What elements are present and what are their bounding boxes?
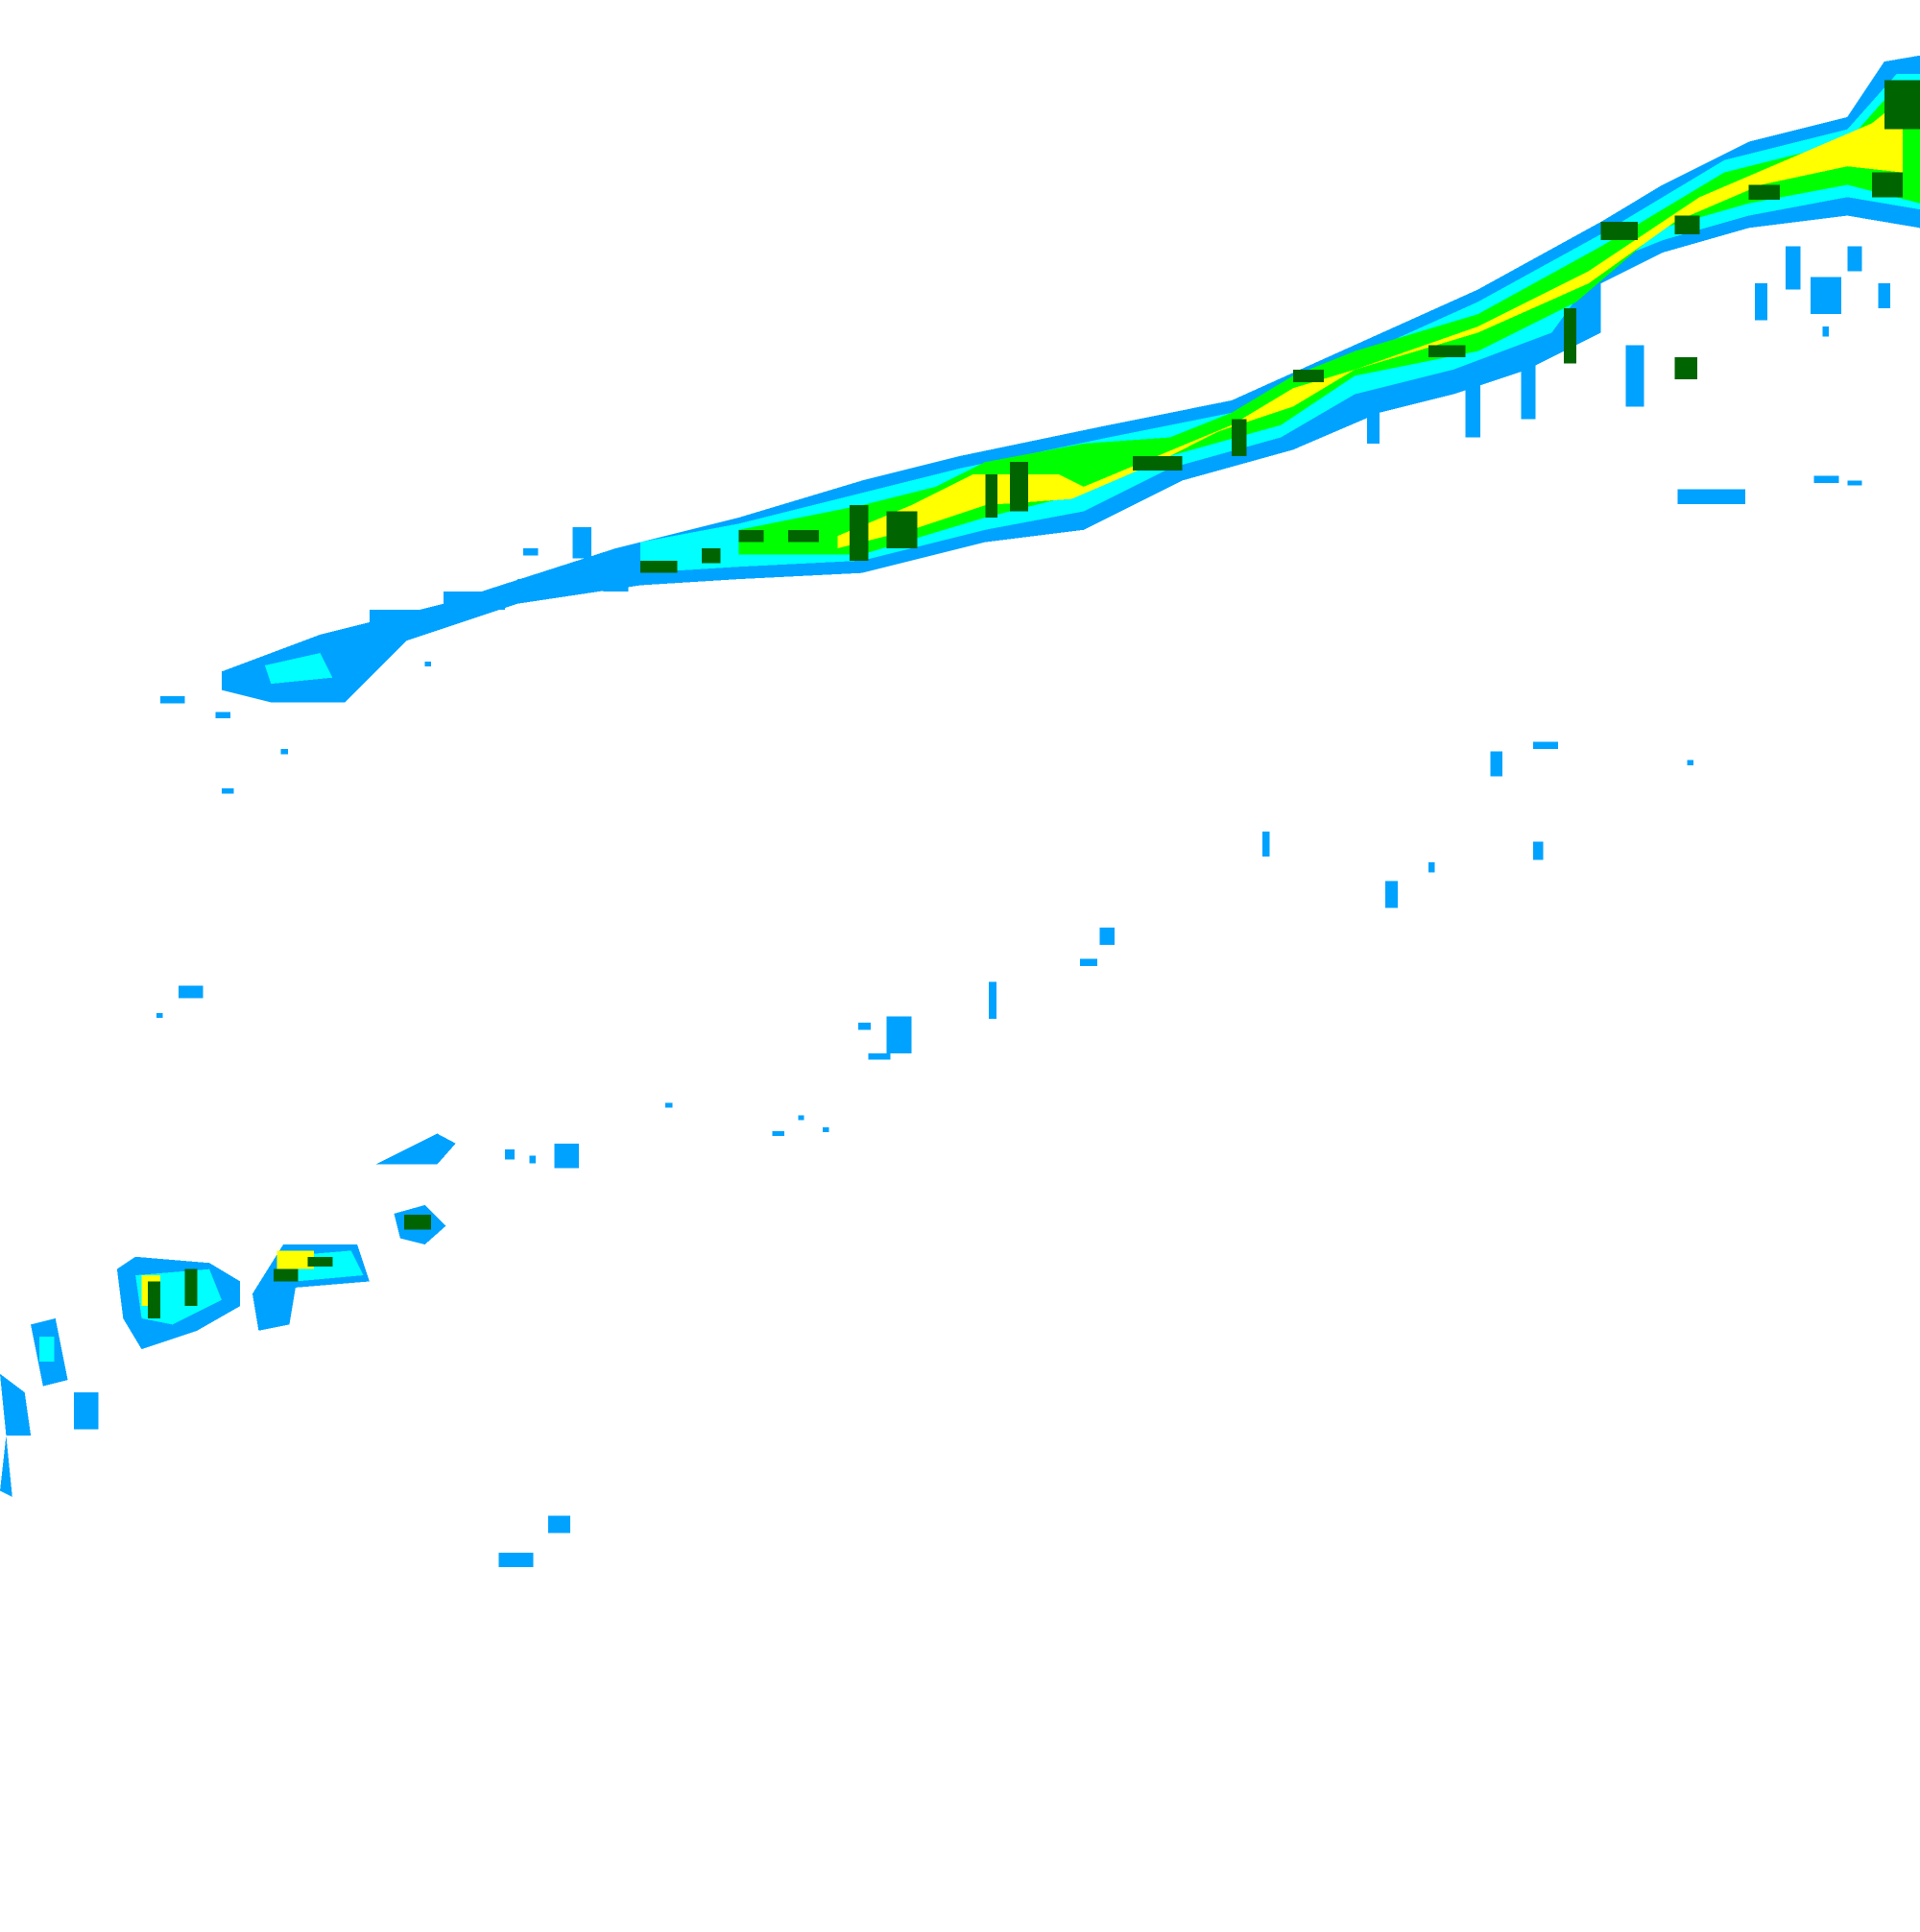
precipitation-echo bbox=[858, 1023, 871, 1030]
precipitation-echo bbox=[369, 610, 444, 629]
precipitation-echo bbox=[523, 548, 539, 556]
precipitation-echo bbox=[1533, 841, 1544, 860]
precipitation-echo bbox=[179, 985, 204, 999]
precipitation-echo bbox=[424, 662, 432, 667]
precipitation-echo bbox=[1822, 326, 1830, 337]
precipitation-echo bbox=[1080, 958, 1098, 966]
precipitation-echo bbox=[554, 1143, 579, 1169]
band-very-heavy-echo bbox=[837, 98, 1904, 549]
precipitation-echo bbox=[221, 788, 234, 794]
precipitation-echo bbox=[989, 981, 996, 1020]
precipitation-echo bbox=[1878, 283, 1891, 308]
precipitation-echo bbox=[547, 1515, 570, 1534]
precipitation-echo bbox=[1366, 406, 1380, 444]
precipitation-echo bbox=[1533, 741, 1558, 750]
precipitation-echo bbox=[504, 1149, 516, 1160]
precipitation-echo bbox=[868, 1053, 891, 1060]
precipitation-echo bbox=[215, 712, 230, 719]
precipitation-echo bbox=[1687, 760, 1693, 765]
precipitation-echo bbox=[529, 1155, 537, 1164]
precipitation-echo bbox=[73, 1391, 99, 1430]
precipitation-echo bbox=[572, 527, 591, 559]
precipitation-echo bbox=[772, 1130, 785, 1137]
band-moderate-echo bbox=[640, 73, 1920, 573]
precipitation-echo bbox=[1428, 862, 1435, 873]
precipitation-echo bbox=[1677, 489, 1745, 504]
precipitation-echo bbox=[798, 1115, 804, 1121]
precipitation-echo bbox=[1099, 928, 1116, 946]
precipitation-echo bbox=[1755, 283, 1767, 321]
precipitation-echo bbox=[664, 1102, 673, 1108]
precipitation-echo bbox=[498, 1552, 534, 1568]
precipitation-echo bbox=[1786, 246, 1801, 290]
main-precipitation-band bbox=[221, 55, 1920, 703]
precipitation-echo bbox=[280, 749, 289, 755]
precipitation-echo bbox=[1385, 881, 1399, 908]
precipitation-echo bbox=[822, 1127, 829, 1133]
precipitation-echo bbox=[159, 695, 185, 704]
precipitation-echo bbox=[1847, 480, 1862, 486]
precipitation-echo bbox=[516, 579, 537, 590]
precipitation-echo bbox=[1261, 832, 1270, 857]
band-light-echo bbox=[221, 55, 1920, 703]
precipitation-echo bbox=[1625, 345, 1644, 407]
precipitation-echo bbox=[1521, 357, 1536, 420]
precipitation-echo bbox=[156, 1012, 163, 1018]
precipitation-echo bbox=[1490, 751, 1503, 777]
scattered-light-echoes bbox=[73, 246, 1891, 1568]
precipitation-echo bbox=[1847, 246, 1862, 272]
precipitation-echo bbox=[443, 591, 505, 611]
band-moderate-echo bbox=[264, 653, 333, 685]
precipitation-echo bbox=[1465, 381, 1481, 438]
precipitation-echo bbox=[886, 1016, 912, 1054]
precipitation-echo bbox=[603, 579, 629, 592]
band-intense-cells bbox=[640, 80, 1920, 573]
precipitation-echo bbox=[1813, 475, 1839, 483]
precipitation-echo bbox=[1810, 277, 1841, 315]
western-cluster bbox=[0, 1133, 456, 1498]
